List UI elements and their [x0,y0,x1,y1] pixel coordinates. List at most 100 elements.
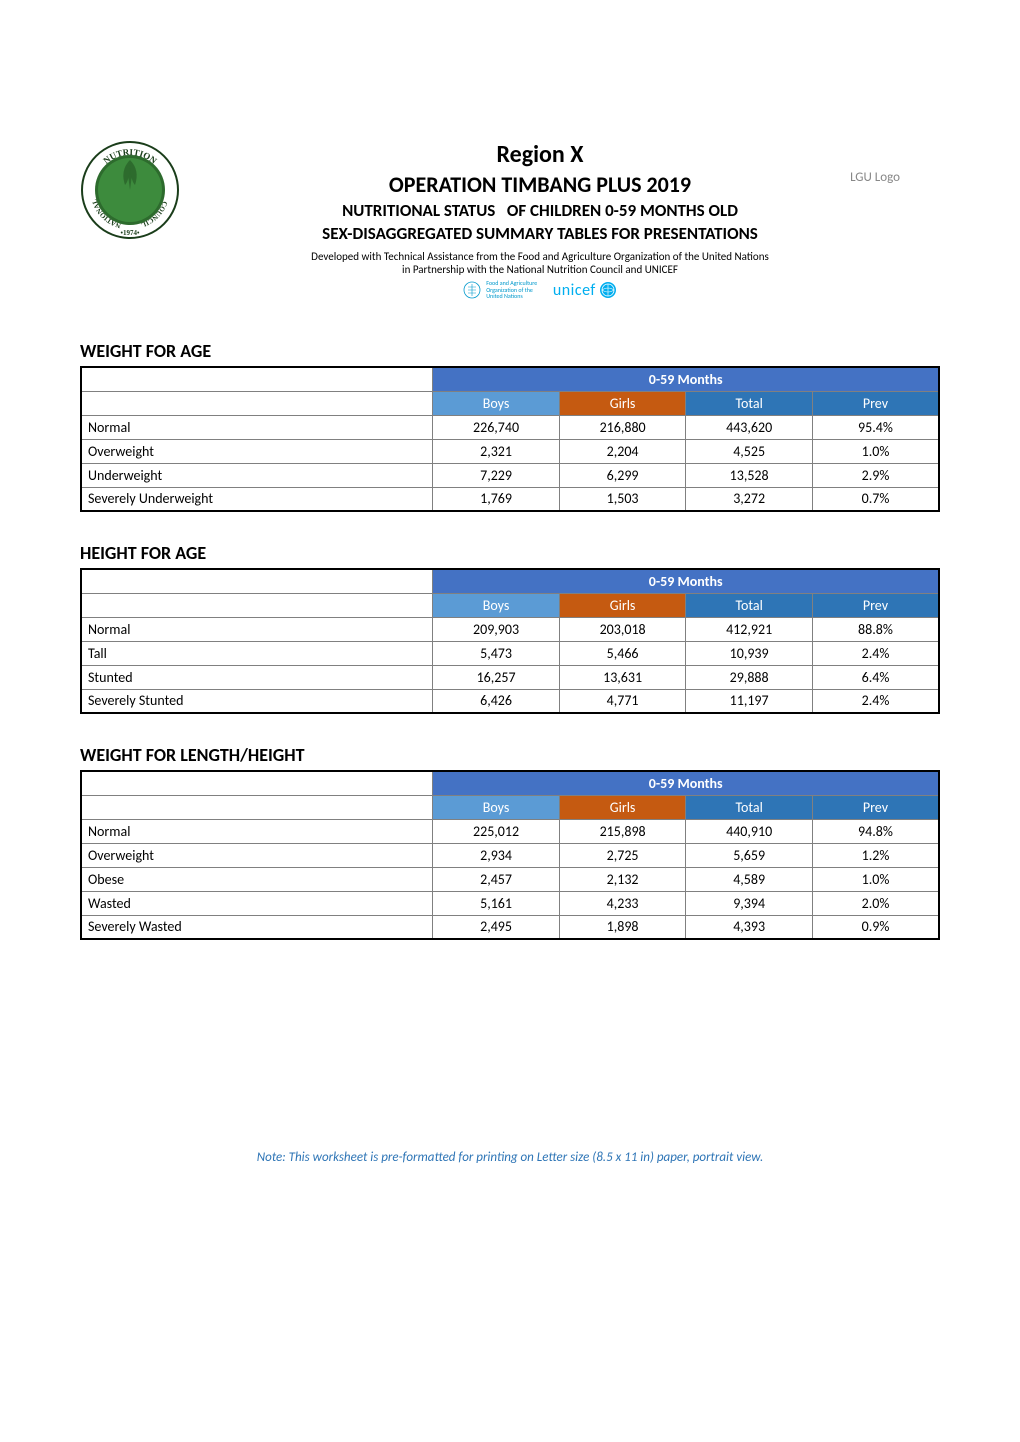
partnership-line: in Partnership with the National Nutriti… [140,263,940,276]
cell-total: 13,528 [686,463,813,487]
region-label: Region [497,140,565,169]
cell-girls: 6,299 [559,463,686,487]
boys-header: Boys [433,593,560,617]
prev-header: Prev [812,593,939,617]
cell-prev: 94.8% [812,819,939,843]
footnote: Note: This worksheet is pre-formatted fo… [80,1150,940,1165]
cell-prev: 0.7% [812,487,939,511]
prev-header: Prev [812,391,939,415]
row-label: Obese [81,867,433,891]
region-value: X [570,140,583,169]
row-label: Normal [81,819,433,843]
svg-text:•1974•: •1974• [121,229,140,237]
cell-girls: 215,898 [559,819,686,843]
table-row: Normal209,903203,018412,92188.8% [81,617,939,641]
table-row: Overweight2,9342,7255,6591.2% [81,843,939,867]
cell-total: 29,888 [686,665,813,689]
cell-prev: 2.4% [812,689,939,713]
operation-year: 2019 [646,171,691,198]
lgu-logo-placeholder: LGU Logo [850,170,900,185]
cell-total: 412,921 [686,617,813,641]
row-label: Tall [81,641,433,665]
cell-total: 10,939 [686,641,813,665]
total-header: Total [686,593,813,617]
boys-header: Boys [433,391,560,415]
cell-boys: 225,012 [433,819,560,843]
operation-label: OPERATION TIMBANG PLUS [389,171,642,198]
cell-boys: 5,161 [433,891,560,915]
table-row: Tall5,4735,46610,9392.4% [81,641,939,665]
partner-logos: Food and Agriculture Organization of the… [140,280,940,300]
cell-boys: 2,495 [433,915,560,939]
row-label: Severely Wasted [81,915,433,939]
cell-boys: 6,426 [433,689,560,713]
row-label: Normal [81,617,433,641]
table-row: Normal226,740216,880443,62095.4% [81,415,939,439]
cell-prev: 0.9% [812,915,939,939]
cell-total: 4,393 [686,915,813,939]
table-row: Wasted5,1614,2339,3942.0% [81,891,939,915]
cell-prev: 95.4% [812,415,939,439]
unicef-label: unicef [553,281,596,300]
cell-girls: 4,771 [559,689,686,713]
cell-total: 9,394 [686,891,813,915]
cell-girls: 2,204 [559,439,686,463]
table-row: Obese2,4572,1324,5891.0% [81,867,939,891]
table-row: Stunted16,25713,63129,8886.4% [81,665,939,689]
row-label: Normal [81,415,433,439]
months-header: 0-59 Months [433,367,939,391]
title-block: Region X OPERATION TIMBANG PLUS 2019 NUT… [80,140,940,300]
cell-boys: 2,321 [433,439,560,463]
cell-boys: 16,257 [433,665,560,689]
girls-header: Girls [559,391,686,415]
cell-total: 4,589 [686,867,813,891]
row-label: Wasted [81,891,433,915]
status-title: NUTRITIONAL STATUS OF CHILDREN 0-59 MONT… [140,200,940,221]
empty-corner [81,795,433,819]
cell-girls: 2,725 [559,843,686,867]
boys-header: Boys [433,795,560,819]
empty-corner [81,367,433,391]
row-label: Stunted [81,665,433,689]
table-row: Normal225,012215,898440,91094.8% [81,819,939,843]
prev-header: Prev [812,795,939,819]
cell-girls: 216,880 [559,415,686,439]
nnc-logo: NUTRITION NATIONAL COUNCIL •1974• [80,140,180,240]
cell-girls: 1,503 [559,487,686,511]
row-label: Overweight [81,843,433,867]
cell-prev: 88.8% [812,617,939,641]
row-label: Overweight [81,439,433,463]
section-title: WEIGHT FOR LENGTH/HEIGHT [80,744,940,766]
total-header: Total [686,795,813,819]
months-header: 0-59 Months [433,771,939,795]
table-row: Severely Wasted2,4951,8984,3930.9% [81,915,939,939]
unicef-icon [599,281,617,299]
table-row: Overweight2,3212,2044,5251.0% [81,439,939,463]
total-header: Total [686,391,813,415]
fao-text: Food and Agriculture Organization of the… [486,280,537,300]
cell-prev: 2.4% [812,641,939,665]
cell-total: 440,910 [686,819,813,843]
section-title: HEIGHT FOR AGE [80,542,940,564]
empty-corner [81,771,433,795]
cell-boys: 2,457 [433,867,560,891]
cell-prev: 1.0% [812,867,939,891]
region-title: Region X [140,140,940,169]
cell-prev: 1.0% [812,439,939,463]
cell-boys: 226,740 [433,415,560,439]
cell-total: 5,659 [686,843,813,867]
cell-girls: 1,898 [559,915,686,939]
empty-corner [81,391,433,415]
fao-icon [463,281,481,299]
sex-title: SEX-DISAGGREGATED SUMMARY TABLES FOR PRE… [140,223,940,244]
cell-total: 443,620 [686,415,813,439]
cell-total: 3,272 [686,487,813,511]
row-label: Underweight [81,463,433,487]
girls-header: Girls [559,593,686,617]
data-table: 0-59 MonthsBoysGirlsTotalPrevNormal209,9… [80,568,940,714]
data-table: 0-59 MonthsBoysGirlsTotalPrevNormal226,7… [80,366,940,512]
cell-boys: 7,229 [433,463,560,487]
cell-prev: 2.9% [812,463,939,487]
document-header: NUTRITION NATIONAL COUNCIL •1974• LGU Lo… [80,140,940,300]
status-a: NUTRITIONAL STATUS [342,200,495,221]
